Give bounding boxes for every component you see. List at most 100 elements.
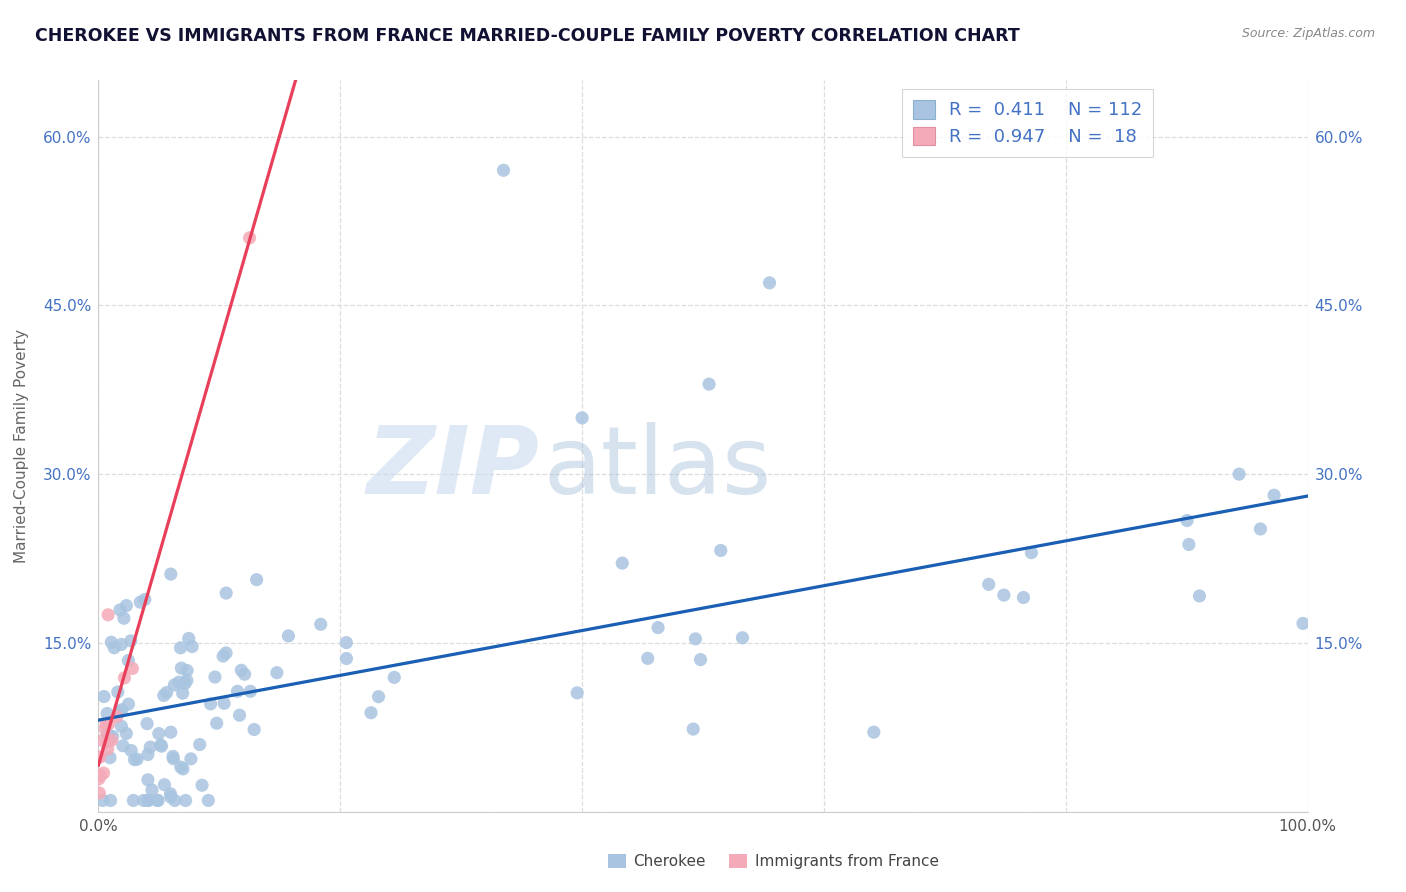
Point xyxy=(169,640,191,655)
Point xyxy=(136,747,159,762)
Point xyxy=(153,778,176,792)
Point xyxy=(1188,589,1211,603)
Point xyxy=(111,739,134,753)
Point xyxy=(117,697,139,711)
Point xyxy=(266,665,288,680)
Point xyxy=(87,750,110,764)
Point xyxy=(98,729,121,743)
Point xyxy=(1175,514,1198,528)
Point xyxy=(93,766,115,780)
Point xyxy=(170,661,193,675)
Point xyxy=(136,716,159,731)
Point xyxy=(115,599,138,613)
Point xyxy=(94,722,117,736)
Point xyxy=(112,671,135,685)
Point xyxy=(360,706,382,720)
Point xyxy=(205,716,228,731)
Point xyxy=(571,410,593,425)
Point xyxy=(162,749,184,764)
Point xyxy=(176,664,198,678)
Point xyxy=(105,709,128,723)
Point xyxy=(97,734,120,748)
Point xyxy=(1227,467,1250,482)
Point xyxy=(108,705,131,719)
Point xyxy=(239,684,262,698)
Point xyxy=(149,738,172,752)
Point xyxy=(110,719,132,733)
Point xyxy=(94,717,117,731)
Point xyxy=(226,684,249,698)
Point xyxy=(367,690,389,704)
Point xyxy=(146,793,169,807)
Point xyxy=(96,742,118,756)
Y-axis label: Married-Couple Family Poverty: Married-Couple Family Poverty xyxy=(14,329,30,563)
Point xyxy=(233,667,256,681)
Point xyxy=(93,690,115,704)
Point xyxy=(98,750,121,764)
Point xyxy=(121,661,143,675)
Point xyxy=(152,689,174,703)
Point xyxy=(172,762,194,776)
Point xyxy=(239,231,262,245)
Point xyxy=(117,654,139,668)
Point xyxy=(191,778,214,792)
Point xyxy=(204,670,226,684)
Point xyxy=(612,556,634,570)
Point xyxy=(96,706,118,721)
Point xyxy=(139,740,162,755)
Legend: Cherokee, Immigrants from France: Cherokee, Immigrants from France xyxy=(602,848,945,875)
Point xyxy=(129,595,152,609)
Point xyxy=(111,703,134,717)
Point xyxy=(159,787,181,801)
Point xyxy=(637,651,659,665)
Point xyxy=(148,726,170,740)
Point xyxy=(162,752,184,766)
Point xyxy=(172,686,194,700)
Point xyxy=(177,632,200,646)
Point xyxy=(141,783,163,797)
Point xyxy=(122,793,145,807)
Point xyxy=(170,760,193,774)
Point xyxy=(1012,591,1035,605)
Point xyxy=(125,752,148,766)
Point xyxy=(163,793,186,807)
Point xyxy=(243,723,266,737)
Point xyxy=(107,685,129,699)
Point xyxy=(110,637,132,651)
Point xyxy=(710,543,733,558)
Point xyxy=(134,592,156,607)
Point xyxy=(96,727,118,741)
Point xyxy=(993,588,1015,602)
Point xyxy=(1263,488,1285,502)
Point xyxy=(100,635,122,649)
Point xyxy=(215,646,238,660)
Point xyxy=(89,768,111,782)
Point xyxy=(132,793,155,807)
Point xyxy=(108,603,131,617)
Point xyxy=(335,635,357,649)
Point xyxy=(136,793,159,807)
Point xyxy=(167,675,190,690)
Point xyxy=(200,697,222,711)
Point xyxy=(977,577,1000,591)
Point xyxy=(1178,537,1201,551)
Point xyxy=(682,722,704,736)
Point xyxy=(159,725,181,739)
Point xyxy=(228,708,250,723)
Point xyxy=(212,696,235,710)
Point xyxy=(1292,616,1315,631)
Point xyxy=(1249,522,1271,536)
Text: ZIP: ZIP xyxy=(367,422,540,514)
Point xyxy=(309,617,332,632)
Point xyxy=(120,633,142,648)
Point xyxy=(758,276,780,290)
Point xyxy=(231,663,253,677)
Point xyxy=(91,793,114,807)
Point xyxy=(188,738,211,752)
Point xyxy=(1021,546,1043,560)
Point xyxy=(87,772,110,786)
Point xyxy=(150,739,173,754)
Point xyxy=(180,752,202,766)
Point xyxy=(731,631,754,645)
Point xyxy=(136,793,159,807)
